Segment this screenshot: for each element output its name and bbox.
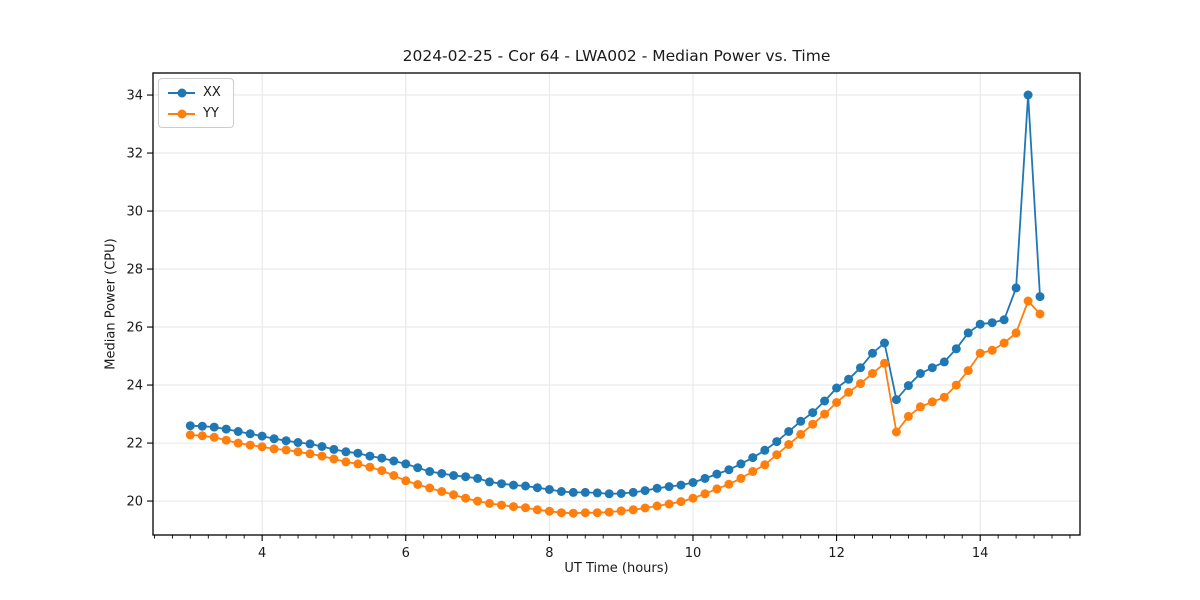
svg-text:10: 10 [685, 546, 702, 561]
chart-title: 2024-02-25 - Cor 64 - LWA002 - Median Po… [402, 47, 831, 65]
svg-text:20: 20 [126, 495, 143, 510]
x-axis-label: UT Time (hours) [564, 561, 669, 576]
svg-text:26: 26 [126, 321, 143, 336]
legend-swatch-xx-icon [168, 87, 195, 98]
svg-text:30: 30 [126, 205, 143, 220]
legend-label-xx: XX [203, 85, 221, 100]
legend-item-yy: YY [168, 105, 221, 122]
y-axis-label: Median Power (CPU) [103, 238, 119, 370]
svg-text:14: 14 [972, 546, 989, 561]
svg-text:22: 22 [126, 437, 143, 452]
svg-text:12: 12 [828, 546, 845, 561]
svg-text:4: 4 [258, 546, 266, 561]
svg-text:6: 6 [402, 546, 410, 561]
legend-swatch-yy-icon [168, 108, 195, 119]
legend-label-yy: YY [203, 106, 219, 121]
legend-dot-yy-icon [177, 109, 186, 118]
legend-item-xx: XX [168, 84, 221, 101]
svg-text:34: 34 [126, 89, 143, 104]
legend: XX YY [158, 78, 234, 128]
svg-text:8: 8 [545, 546, 553, 561]
svg-text:24: 24 [126, 379, 143, 394]
legend-dot-xx-icon [177, 88, 186, 97]
svg-text:28: 28 [126, 263, 143, 278]
svg-text:32: 32 [126, 147, 143, 162]
